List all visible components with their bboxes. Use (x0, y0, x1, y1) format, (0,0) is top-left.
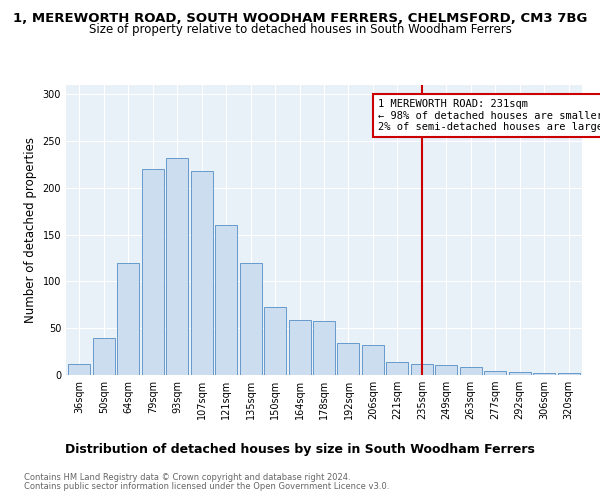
Bar (557, 373, 580, 375)
Text: Size of property relative to detached houses in South Woodham Ferrers: Size of property relative to detached ho… (89, 22, 511, 36)
Bar (509, 372, 530, 375)
Bar (289, 320, 311, 375)
Bar (68, 364, 91, 375)
Text: 1 MEREWORTH ROAD: 231sqm
← 98% of detached houses are smaller (1,329)
2% of semi: 1 MEREWORTH ROAD: 231sqm ← 98% of detach… (378, 99, 600, 132)
Bar (386, 362, 409, 375)
Bar (93, 338, 115, 375)
Bar (313, 320, 335, 375)
Bar (533, 373, 555, 375)
Text: Contains HM Land Registry data © Crown copyright and database right 2024.: Contains HM Land Registry data © Crown c… (24, 472, 350, 482)
Bar (215, 226, 237, 375)
Bar (337, 343, 359, 375)
Bar (435, 364, 457, 375)
Text: Contains public sector information licensed under the Open Government Licence v3: Contains public sector information licen… (24, 482, 389, 491)
Bar (239, 262, 262, 375)
Bar (166, 158, 188, 375)
Y-axis label: Number of detached properties: Number of detached properties (24, 137, 37, 323)
Bar (411, 364, 433, 375)
Text: Distribution of detached houses by size in South Woodham Ferrers: Distribution of detached houses by size … (65, 442, 535, 456)
Bar (460, 366, 482, 375)
Bar (191, 171, 213, 375)
Bar (118, 262, 139, 375)
Bar (484, 372, 506, 375)
Bar (264, 306, 286, 375)
Bar (142, 169, 164, 375)
Text: 1, MEREWORTH ROAD, SOUTH WOODHAM FERRERS, CHELMSFORD, CM3 7BG: 1, MEREWORTH ROAD, SOUTH WOODHAM FERRERS… (13, 12, 587, 26)
Bar (362, 345, 384, 375)
